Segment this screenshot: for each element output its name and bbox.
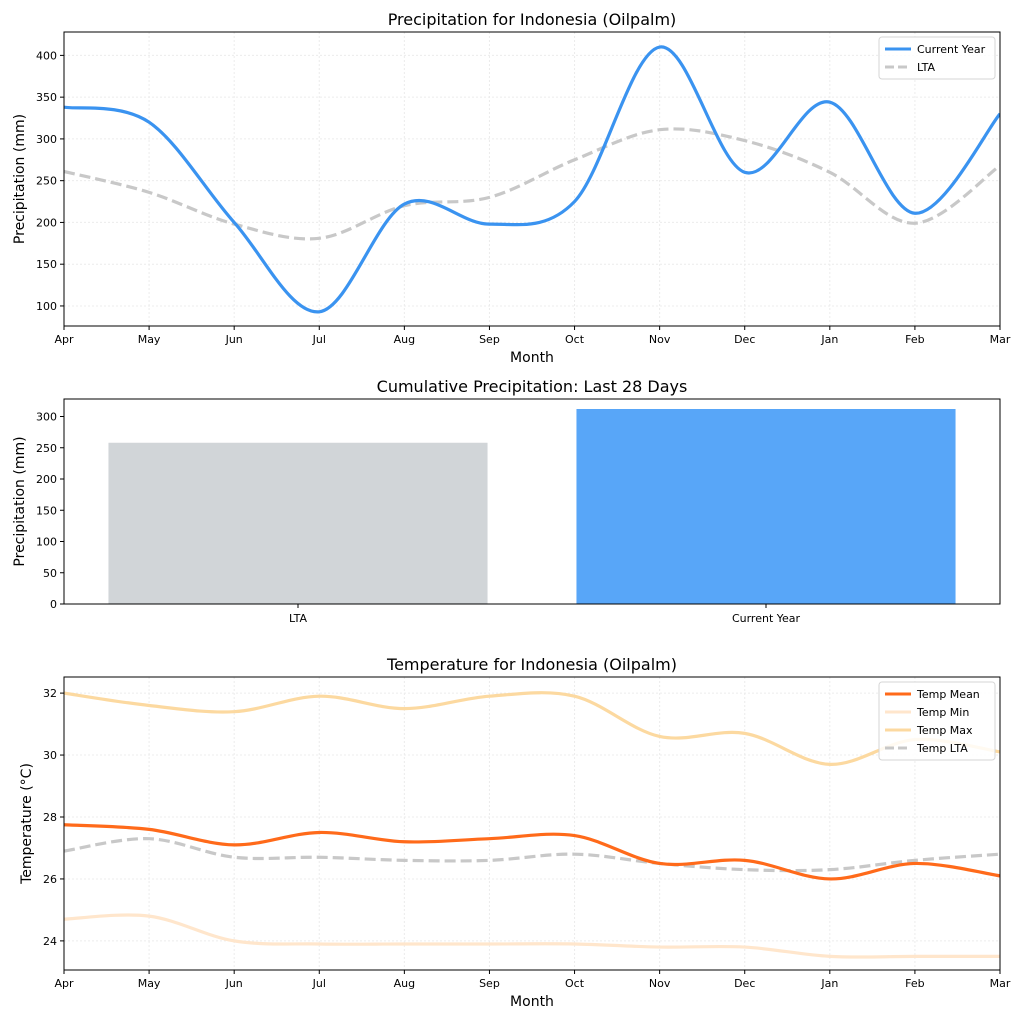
legend-label: Current Year: [917, 43, 986, 56]
series-line-temp-mean: [64, 823, 1000, 881]
x-tick-label: Oct: [565, 977, 585, 990]
bar-current-year: [576, 409, 956, 604]
y-tick-label: 200: [36, 473, 57, 486]
x-tick-label: Sep: [479, 977, 500, 990]
y-axis-label: Precipitation (mm): [12, 114, 28, 244]
x-tick-label: Nov: [649, 977, 671, 990]
x-tick-label: Current Year: [732, 612, 801, 625]
x-tick-label: Jul: [312, 333, 326, 346]
y-axis-label: Precipitation (mm): [12, 436, 28, 566]
x-tick-label: LTA: [289, 612, 307, 625]
x-tick-label: Oct: [565, 333, 585, 346]
x-tick-label: Jun: [225, 977, 243, 990]
x-tick-label: Mar: [990, 977, 1011, 990]
y-axis-label: Temperature (°C): [19, 763, 35, 885]
y-tick-label: 0: [50, 598, 57, 611]
series-line-temp-max: [64, 691, 1000, 766]
bar-lta: [108, 442, 488, 604]
x-tick-label: Jul: [312, 977, 326, 990]
y-tick-label: 150: [36, 258, 57, 271]
x-tick-label: Dec: [734, 333, 755, 346]
plot-frame: [63, 398, 1001, 605]
y-tick-label: 30: [43, 749, 57, 762]
chart-title: Temperature for Indonesia (Oilpalm): [386, 655, 677, 674]
y-tick-label: 26: [43, 873, 57, 886]
y-tick-label: 100: [36, 536, 57, 549]
y-tick-label: 300: [36, 411, 57, 424]
legend: [878, 681, 996, 761]
y-tick-label: 28: [43, 811, 57, 824]
x-tick-label: Apr: [54, 333, 74, 346]
x-tick-label: Jun: [225, 333, 243, 346]
series-line-lta: [64, 127, 1000, 241]
legend-label: Temp Min: [916, 706, 969, 719]
plot-frame: [63, 676, 1001, 971]
x-tick-label: May: [138, 333, 161, 346]
y-tick-label: 24: [43, 935, 57, 948]
series-line-temp-min: [64, 913, 1000, 959]
y-tick-label: 250: [36, 175, 57, 188]
x-tick-label: Aug: [394, 977, 415, 990]
y-tick-label: 200: [36, 216, 57, 229]
plot-frame: [63, 31, 1001, 327]
legend-label: Temp Mean: [916, 688, 980, 701]
x-tick-label: Feb: [905, 333, 924, 346]
x-tick-label: Mar: [990, 333, 1011, 346]
y-tick-label: 32: [43, 687, 57, 700]
x-tick-label: May: [138, 977, 161, 990]
x-tick-label: Apr: [54, 977, 74, 990]
x-tick-label: Jan: [820, 333, 838, 346]
x-tick-label: Dec: [734, 977, 755, 990]
y-tick-label: 300: [36, 133, 57, 146]
y-tick-label: 400: [36, 49, 57, 62]
x-axis-label: Month: [510, 994, 554, 1010]
x-tick-label: Jan: [820, 977, 838, 990]
x-tick-label: Nov: [649, 333, 671, 346]
legend-label: Temp Max: [916, 724, 973, 737]
legend-label: Temp LTA: [916, 742, 968, 755]
series-line-current-year: [64, 45, 1000, 314]
chart-title: Cumulative Precipitation: Last 28 Days: [377, 377, 688, 396]
x-tick-label: Feb: [905, 977, 924, 990]
chart-title: Precipitation for Indonesia (Oilpalm): [388, 10, 677, 29]
y-tick-label: 50: [43, 567, 57, 580]
x-axis-label: Month: [510, 350, 554, 366]
series-line-temp-lta: [64, 837, 1000, 873]
y-tick-label: 150: [36, 504, 57, 517]
y-tick-label: 250: [36, 442, 57, 455]
x-tick-label: Aug: [394, 333, 415, 346]
y-tick-label: 100: [36, 300, 57, 313]
y-tick-label: 350: [36, 91, 57, 104]
x-tick-label: Sep: [479, 333, 500, 346]
legend-label: LTA: [917, 61, 935, 74]
